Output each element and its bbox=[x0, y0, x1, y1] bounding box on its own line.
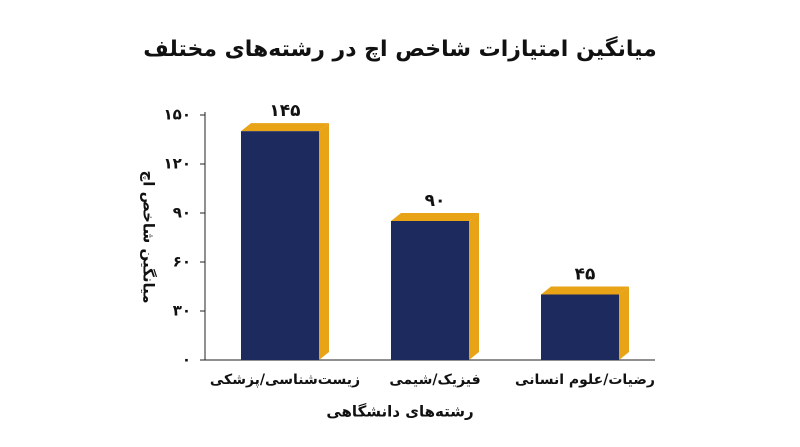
bar-top bbox=[391, 213, 479, 221]
y-tick-label: ۰ bbox=[182, 351, 191, 369]
y-tick-label: ۹۰ bbox=[173, 204, 191, 222]
chart-title: میانگین امتیازات شاخص اچ در رشته‌های مخت… bbox=[143, 35, 656, 62]
x-tick-label: زیست‌شناسی/پزشکی bbox=[210, 372, 360, 388]
value-label: ۴۵ bbox=[575, 265, 596, 285]
bar-side bbox=[619, 286, 629, 360]
bar bbox=[391, 221, 469, 360]
bar-side bbox=[319, 123, 329, 361]
bar-top bbox=[241, 123, 329, 132]
x-tick-label: فیزیک/شیمی bbox=[389, 372, 480, 388]
y-axis-label: میانگین شاخص اچ bbox=[140, 170, 158, 303]
value-label: ۱۴۵ bbox=[269, 101, 300, 121]
value-label: ۹۰ bbox=[425, 191, 446, 211]
y-tick-label: ۳۰ bbox=[173, 302, 191, 320]
y-tick-label: ۶۰ bbox=[173, 253, 191, 271]
y-tick-label: ۱۵۰ bbox=[164, 106, 191, 124]
bar bbox=[541, 294, 619, 360]
bar-side bbox=[469, 213, 479, 360]
y-tick-label: ۱۲۰ bbox=[164, 155, 191, 173]
x-tick-label: رضیات/علوم انسانی bbox=[515, 372, 655, 388]
bar bbox=[241, 131, 319, 360]
x-axis-label: رشته‌های دانشگاهی bbox=[326, 403, 473, 421]
bar-top bbox=[541, 286, 629, 295]
